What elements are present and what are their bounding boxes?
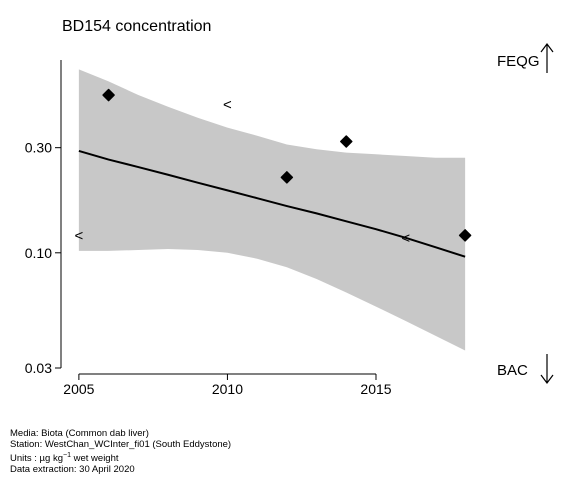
reference-labels: FEQG BAC — [497, 43, 554, 384]
meta-media: Media: Biota (Common dab liver) — [10, 428, 149, 439]
meta-extraction: Data extraction: 30 April 2020 — [10, 464, 135, 476]
metadata-block: Media: Biota (Common dab liver) Station:… — [10, 428, 231, 475]
x-tick-label-1: 2010 — [212, 381, 243, 397]
meta-units-prefix: Units : µg kg — [10, 453, 63, 465]
trend-line — [78, 149, 466, 258]
less-than-marker-2: < — [223, 97, 232, 114]
arrow-down-icon — [540, 354, 554, 384]
ref-label-feqg: FEQG — [497, 53, 540, 70]
less-than-marker-1: < — [75, 227, 84, 244]
meta-units: Units : µg kg−1 wet weight — [10, 450, 231, 464]
meta-units-exponent: −1 — [63, 452, 71, 459]
data-point-1 — [102, 88, 115, 102]
axes: 2005 2010 2015 0.03 0.10 0.30 — [25, 60, 392, 397]
confidence-band — [78, 69, 466, 351]
ref-label-bac: BAC — [497, 362, 528, 379]
x-tick-label-2: 2015 — [360, 381, 391, 397]
y-tick-label-2: 0.30 — [25, 140, 52, 156]
y-tick-label-0: 0.03 — [25, 360, 52, 376]
data-point-4 — [458, 229, 472, 242]
data-point-2 — [280, 171, 294, 184]
meta-units-suffix: wet weight — [70, 453, 119, 465]
less-than-marker-3: < — [401, 230, 410, 247]
y-tick-label-1: 0.10 — [25, 245, 52, 261]
data-points: < < < — [75, 88, 472, 247]
meta-station: Station: WestChan_WCInter_fi01 (South Ed… — [10, 439, 232, 450]
arrow-up-icon — [540, 43, 554, 73]
data-point-3 — [340, 135, 353, 148]
chart-title: BD154 concentration — [62, 18, 212, 35]
x-tick-label-0: 2005 — [63, 381, 94, 397]
